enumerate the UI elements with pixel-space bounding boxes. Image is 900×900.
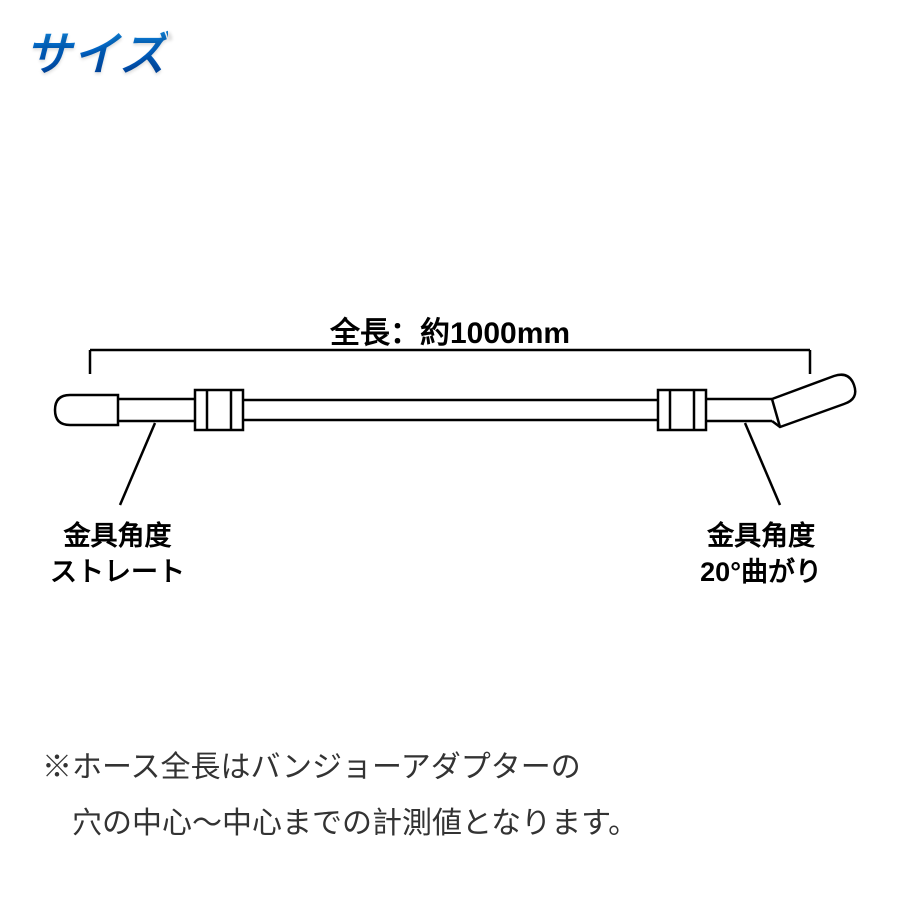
left-collar: [195, 390, 243, 430]
callout-line-right: [745, 423, 780, 505]
dimension-bracket: [90, 350, 810, 374]
callout-left: 金具角度 ストレート: [50, 518, 185, 591]
right-tip-bent: [772, 375, 855, 427]
footnote-line2: 穴の中心～中心までの計測値となります。: [42, 796, 638, 852]
hose-body: [243, 400, 658, 420]
left-tube: [118, 399, 195, 421]
footnote: ※ホース全長はバンジョーアダプターの 穴の中心～中心までの計測値となります。: [42, 740, 638, 851]
callout-line-left: [120, 423, 155, 505]
callout-right-line1: 金具角度: [700, 518, 822, 554]
dimension-label: 全長：約1000mm: [0, 308, 900, 352]
callout-left-line2: ストレート: [50, 554, 185, 590]
left-tip: [55, 395, 118, 425]
callout-right-line2: 20°曲がり: [700, 554, 822, 590]
page-title: サイズ: [25, 18, 168, 84]
callout-right: 金具角度 20°曲がり: [700, 518, 822, 591]
right-collar: [658, 390, 706, 430]
right-tube-straight: [706, 399, 772, 421]
callout-left-line1: 金具角度: [50, 518, 185, 554]
footnote-line1: ※ホース全長はバンジョーアダプターの: [42, 740, 638, 796]
